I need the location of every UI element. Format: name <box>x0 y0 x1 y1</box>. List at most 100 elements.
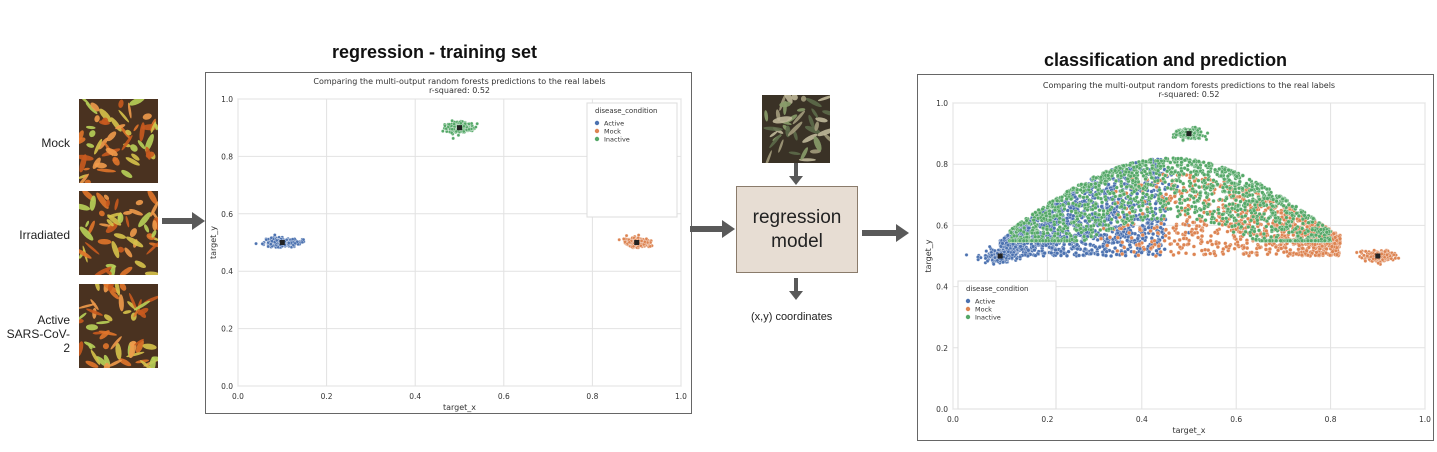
cell-shape <box>763 126 783 131</box>
data-point <box>1142 227 1148 232</box>
data-point <box>639 239 644 243</box>
data-point <box>1071 220 1076 225</box>
data-point <box>1248 230 1253 235</box>
x-tick-label: 1.0 <box>1419 415 1431 424</box>
data-point <box>1054 213 1060 218</box>
data-point <box>1093 181 1098 186</box>
arrow-right-icon <box>690 220 735 238</box>
data-point <box>1052 233 1057 238</box>
legend-entry: Inactive <box>604 136 630 144</box>
data-point <box>1153 253 1158 259</box>
data-point <box>989 253 994 258</box>
data-point <box>1006 249 1011 254</box>
data-point <box>1129 214 1134 219</box>
data-point <box>1035 230 1040 235</box>
data-point <box>1149 189 1154 194</box>
cell-shape <box>88 220 95 235</box>
legend-box <box>586 102 678 218</box>
data-point <box>1286 219 1291 224</box>
data-point <box>1127 242 1132 248</box>
data-point <box>1132 189 1137 194</box>
data-point <box>1130 209 1135 214</box>
data-point <box>1250 224 1255 230</box>
cell-shape <box>117 212 124 224</box>
data-point <box>1278 238 1283 243</box>
data-point <box>1085 207 1090 212</box>
data-point <box>1273 215 1278 221</box>
cell-shape <box>84 242 100 255</box>
cell-shape <box>764 110 769 122</box>
data-point <box>1327 237 1332 242</box>
data-point <box>1151 231 1156 237</box>
data-point <box>1294 204 1299 209</box>
data-point <box>454 129 459 134</box>
data-point <box>1212 220 1217 225</box>
data-point <box>459 121 463 126</box>
cell-shape <box>800 147 809 160</box>
data-point <box>1089 182 1094 187</box>
data-point <box>1143 176 1148 182</box>
data-point <box>1021 238 1026 243</box>
data-point <box>1109 253 1114 259</box>
legend-marker <box>594 120 600 126</box>
cell-shape <box>79 203 91 211</box>
data-point <box>1246 224 1251 230</box>
data-point <box>1157 187 1162 192</box>
cell-shape <box>118 294 124 312</box>
x-tick-label: 0.2 <box>1041 415 1053 424</box>
data-point <box>1075 246 1080 251</box>
data-point <box>1158 225 1163 230</box>
data-point <box>1009 230 1014 235</box>
data-point <box>1130 178 1135 183</box>
data-point <box>1139 250 1144 255</box>
data-point <box>1083 182 1088 187</box>
data-point <box>1269 228 1274 233</box>
data-point <box>1206 202 1211 207</box>
data-point <box>1270 204 1275 209</box>
data-point <box>1071 186 1076 191</box>
data-point <box>1158 207 1163 212</box>
data-point <box>1237 194 1242 199</box>
data-point <box>1311 216 1316 221</box>
data-point <box>1093 218 1098 223</box>
data-point <box>1034 238 1039 243</box>
data-point <box>1115 219 1120 224</box>
cell-shape <box>97 238 112 245</box>
data-point <box>1295 233 1301 239</box>
y-tick-label: 0.2 <box>221 325 233 334</box>
data-point <box>1229 214 1234 219</box>
data-point <box>1042 251 1047 256</box>
data-point <box>1274 199 1279 204</box>
data-point <box>1181 242 1186 247</box>
data-point <box>1148 206 1154 211</box>
data-point <box>1095 237 1100 242</box>
data-point <box>1094 175 1099 180</box>
data-point <box>1005 233 1010 238</box>
data-point <box>639 243 643 248</box>
data-point <box>1103 182 1108 187</box>
cell-shape <box>134 260 146 269</box>
data-point <box>1193 204 1198 209</box>
data-point <box>1094 232 1099 237</box>
data-point <box>1242 201 1247 206</box>
data-point <box>1029 230 1035 236</box>
data-point <box>1064 238 1070 243</box>
data-point <box>1156 196 1161 201</box>
data-point <box>1324 246 1329 251</box>
cell-shape <box>133 124 139 132</box>
data-point <box>1098 236 1104 241</box>
data-point <box>1227 190 1232 195</box>
y-tick-label: 0.8 <box>221 152 233 161</box>
data-point <box>1155 178 1160 183</box>
data-point <box>1168 160 1173 165</box>
data-point <box>1217 221 1222 226</box>
data-point <box>1305 253 1311 258</box>
data-point <box>627 240 632 245</box>
data-point <box>1231 230 1236 235</box>
data-point <box>1277 220 1282 225</box>
data-point <box>450 127 454 131</box>
cell-shape <box>124 247 133 258</box>
cell-shape <box>798 158 816 162</box>
data-point <box>1031 244 1036 249</box>
cell-shape <box>94 266 112 275</box>
